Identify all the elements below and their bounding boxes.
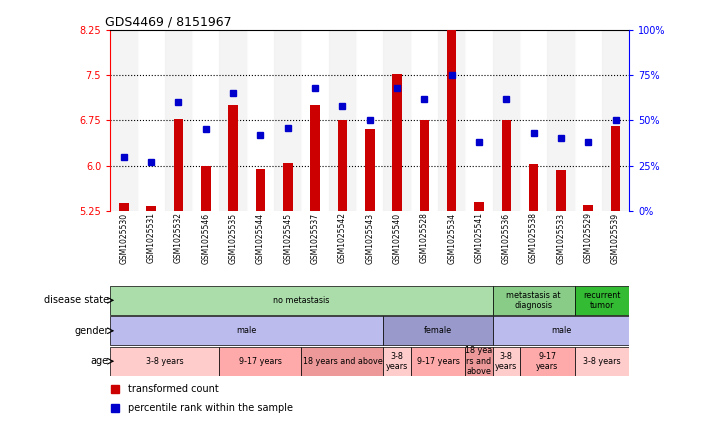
Bar <box>256 169 265 211</box>
Bar <box>146 206 156 211</box>
Text: 3-8 years: 3-8 years <box>583 357 621 366</box>
Bar <box>220 346 301 376</box>
Bar <box>383 316 493 346</box>
Bar <box>274 30 301 211</box>
Bar <box>474 202 483 211</box>
Text: transformed count: transformed count <box>129 384 219 394</box>
Bar <box>192 30 220 211</box>
Bar <box>465 346 493 376</box>
Bar <box>493 316 629 346</box>
Bar <box>419 121 429 211</box>
Bar <box>110 346 220 376</box>
Text: 18 yea
rs and
above: 18 yea rs and above <box>466 346 493 376</box>
Text: metastasis at
diagnosis: metastasis at diagnosis <box>506 291 561 310</box>
Bar <box>201 166 210 211</box>
Bar <box>110 30 137 211</box>
Bar <box>283 163 292 211</box>
Bar <box>411 346 465 376</box>
Text: recurrent
tumor: recurrent tumor <box>583 291 621 310</box>
Bar <box>574 30 602 211</box>
Bar <box>228 105 238 211</box>
Bar <box>529 164 538 211</box>
Bar <box>383 30 411 211</box>
Bar <box>392 74 402 211</box>
Text: 9-17 years: 9-17 years <box>417 357 459 366</box>
Bar <box>110 286 493 315</box>
Text: gender: gender <box>75 326 109 336</box>
Text: percentile rank within the sample: percentile rank within the sample <box>129 403 294 413</box>
Bar <box>247 30 274 211</box>
Bar <box>584 205 593 211</box>
Text: GDS4469 / 8151967: GDS4469 / 8151967 <box>105 16 232 28</box>
Bar <box>438 30 465 211</box>
Bar <box>611 126 621 211</box>
Bar <box>574 286 629 315</box>
Bar <box>574 346 629 376</box>
Bar <box>110 316 383 346</box>
Text: 18 years and above: 18 years and above <box>302 357 383 366</box>
Bar <box>137 30 165 211</box>
Text: male: male <box>237 326 257 335</box>
Bar <box>501 121 511 211</box>
Text: 3-8 years: 3-8 years <box>146 357 183 366</box>
Bar <box>220 30 247 211</box>
Bar <box>547 30 574 211</box>
Text: disease state: disease state <box>43 295 109 305</box>
Bar <box>493 30 520 211</box>
Text: no metastasis: no metastasis <box>273 296 330 305</box>
Bar <box>173 118 183 211</box>
Text: age: age <box>91 356 109 366</box>
Bar <box>411 30 438 211</box>
Text: 9-17
years: 9-17 years <box>536 352 558 371</box>
Bar <box>520 30 547 211</box>
Text: female: female <box>424 326 452 335</box>
Text: male: male <box>551 326 571 335</box>
Bar <box>165 30 192 211</box>
Bar <box>365 129 375 211</box>
Bar <box>602 30 629 211</box>
Bar <box>119 203 129 211</box>
Bar <box>383 346 411 376</box>
Bar <box>556 170 566 211</box>
Bar <box>520 346 574 376</box>
Bar <box>328 30 356 211</box>
Bar <box>447 11 456 211</box>
Bar <box>465 30 493 211</box>
Bar <box>356 30 383 211</box>
Text: 3-8
years: 3-8 years <box>495 352 518 371</box>
Text: 9-17 years: 9-17 years <box>239 357 282 366</box>
Bar <box>493 286 574 315</box>
Text: 3-8
years: 3-8 years <box>386 352 408 371</box>
Bar <box>310 105 320 211</box>
Bar <box>301 30 328 211</box>
Bar <box>301 346 383 376</box>
Bar <box>338 121 347 211</box>
Bar <box>493 346 520 376</box>
